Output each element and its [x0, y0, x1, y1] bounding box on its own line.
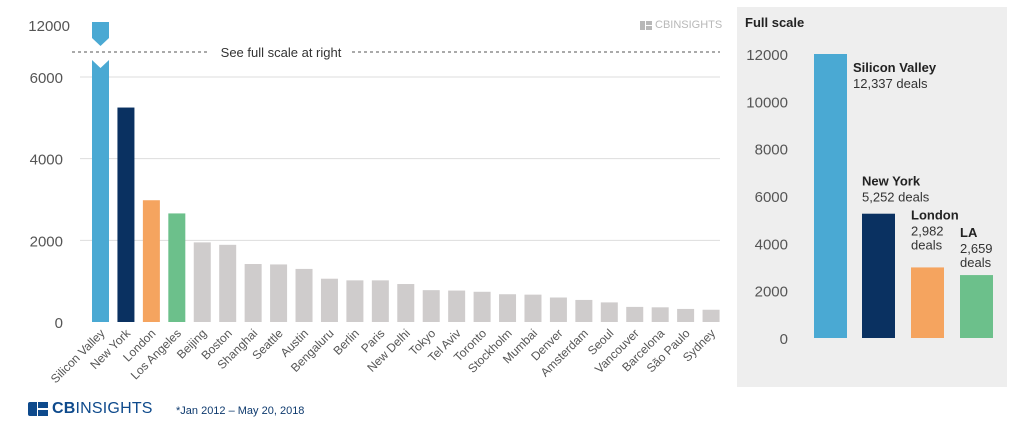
bar — [397, 284, 415, 322]
bar-category-label: Silicon Valley — [853, 60, 937, 75]
bar — [549, 297, 567, 322]
bar — [600, 302, 618, 322]
bar — [499, 294, 517, 322]
bar-value-label: deals — [911, 237, 943, 252]
bar — [346, 280, 364, 322]
bar — [473, 291, 491, 322]
bar — [960, 275, 993, 338]
y-tick-label: 10000 — [746, 94, 788, 111]
cb-insights-logo-icon — [28, 402, 48, 416]
bar — [320, 278, 338, 322]
y-tick-label-upper: 12000 — [28, 18, 70, 35]
bar — [626, 306, 644, 322]
bar-category-label: LA — [960, 225, 978, 240]
bar — [651, 307, 669, 322]
main-bar-chart: 0 2000 4000 6000 12000 See full scale at righ… — [28, 18, 720, 386]
bar-category-label: New York — [862, 174, 921, 189]
watermark-logo-icon — [640, 20, 652, 30]
bar-value-label: 12,337 deals — [853, 76, 928, 91]
bar — [422, 290, 440, 322]
full-scale-bar-chart: 0 2000 4000 6000 8000 10000 12000 Silicon Valle… — [746, 47, 993, 348]
bar — [168, 213, 186, 322]
bar — [244, 264, 262, 322]
y-tick-label: 12000 — [746, 47, 788, 64]
bar — [142, 200, 160, 322]
bar — [193, 242, 211, 322]
bar — [219, 244, 237, 322]
footer-logo: CBINSIGHTS — [28, 400, 153, 418]
bar — [677, 308, 695, 322]
bar-category-label: London — [911, 207, 959, 222]
y-tick-label: 4000 — [755, 236, 788, 253]
y-tick-label: 4000 — [30, 152, 63, 169]
watermark-text: CBINSIGHTS — [655, 19, 723, 31]
bar — [911, 267, 944, 338]
y-tick-label: 0 — [55, 315, 63, 332]
bar-value-label: 2,659 — [960, 241, 993, 256]
bar — [92, 60, 109, 322]
full-scale-title: Full scale — [745, 15, 805, 30]
bar — [371, 280, 389, 322]
bar-value-label: deals — [960, 255, 992, 270]
bar — [702, 309, 720, 322]
bar — [862, 213, 895, 338]
y-tick-label: 2000 — [755, 284, 788, 301]
logo-text: CBINSIGHTS — [52, 400, 153, 417]
bar — [814, 54, 847, 338]
y-tick-label: 2000 — [30, 233, 63, 250]
bar — [295, 268, 313, 322]
y-tick-label: 8000 — [755, 142, 788, 159]
y-tick-label: 6000 — [30, 70, 63, 87]
bar-value-label: 5,252 deals — [862, 190, 930, 205]
bar — [575, 299, 593, 322]
axis-break-note: See full scale at right — [221, 45, 342, 60]
watermark: CBINSIGHTS — [640, 19, 722, 31]
bar — [117, 107, 135, 322]
bar — [448, 290, 466, 322]
footnote: *Jan 2012 – May 20, 2018 — [176, 405, 305, 417]
bar-value-label: 2,982 — [911, 223, 944, 238]
bar — [92, 22, 109, 46]
bar — [270, 264, 288, 322]
y-tick-label: 6000 — [755, 189, 788, 206]
bar — [524, 294, 542, 322]
y-tick-label: 0 — [780, 331, 788, 348]
